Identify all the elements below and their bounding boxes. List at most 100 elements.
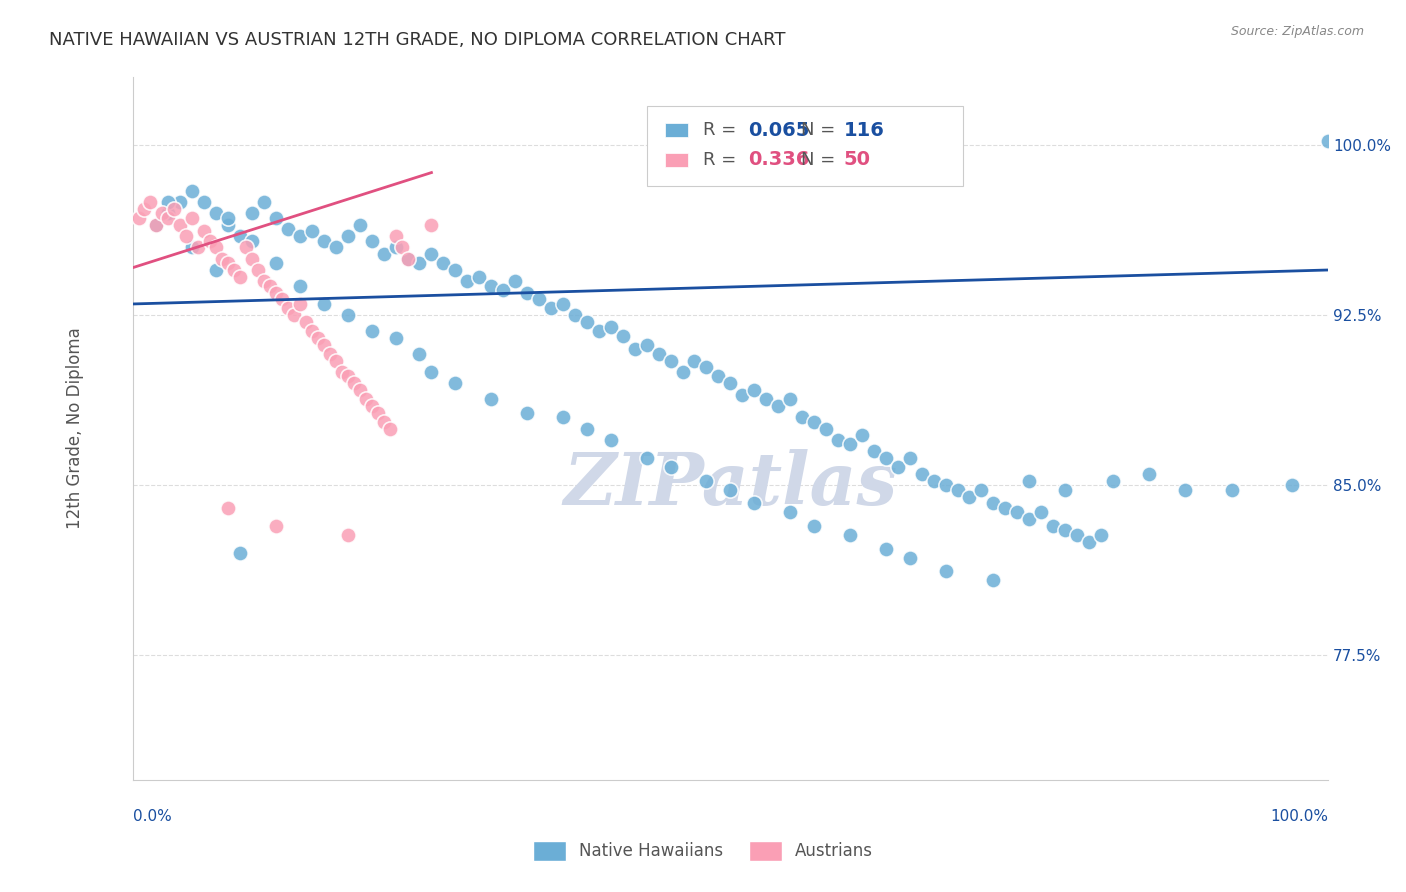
Point xyxy=(224,263,246,277)
Point xyxy=(283,308,305,322)
Point xyxy=(277,222,299,236)
Point xyxy=(755,392,778,406)
Point xyxy=(922,474,945,488)
Point xyxy=(271,293,294,307)
Point xyxy=(599,433,621,447)
Text: 0.336: 0.336 xyxy=(748,150,810,169)
Point xyxy=(319,347,342,361)
Point xyxy=(432,256,454,270)
Point xyxy=(742,383,765,397)
Point xyxy=(838,528,860,542)
Point xyxy=(378,421,401,435)
Point xyxy=(779,505,801,519)
Point xyxy=(790,410,813,425)
Point xyxy=(354,392,377,406)
Point xyxy=(217,211,239,225)
Point xyxy=(288,278,311,293)
Point xyxy=(264,519,287,533)
Point xyxy=(396,252,419,266)
Text: N =: N = xyxy=(801,121,841,139)
FancyBboxPatch shape xyxy=(665,123,689,137)
Legend: Native Hawaiians, Austrians: Native Hawaiians, Austrians xyxy=(526,834,880,868)
Point xyxy=(145,218,167,232)
Point xyxy=(157,206,180,220)
Point xyxy=(277,301,299,316)
Point xyxy=(217,218,239,232)
Point xyxy=(1137,467,1160,481)
FancyBboxPatch shape xyxy=(647,105,963,186)
Point xyxy=(468,269,491,284)
Point xyxy=(301,225,323,239)
Text: R =: R = xyxy=(703,121,742,139)
Point xyxy=(827,433,849,447)
Point xyxy=(659,460,682,475)
Point xyxy=(766,399,789,413)
Point xyxy=(1031,505,1053,519)
Text: 100.0%: 100.0% xyxy=(1270,809,1329,824)
Point xyxy=(229,546,252,560)
Point xyxy=(731,387,754,401)
Point xyxy=(444,376,467,391)
Point xyxy=(181,184,204,198)
Point xyxy=(911,467,934,481)
Point xyxy=(612,328,634,343)
Point xyxy=(373,415,395,429)
Point xyxy=(360,399,382,413)
Point xyxy=(479,278,502,293)
Point xyxy=(259,278,281,293)
Point xyxy=(898,450,921,465)
Point xyxy=(330,365,353,379)
Point xyxy=(169,194,191,209)
Point xyxy=(492,284,515,298)
FancyBboxPatch shape xyxy=(665,153,689,167)
Point xyxy=(683,353,706,368)
Point xyxy=(360,234,382,248)
Point xyxy=(946,483,969,497)
Point xyxy=(527,293,550,307)
Point xyxy=(349,383,371,397)
Point xyxy=(636,337,658,351)
Point xyxy=(157,194,180,209)
Point xyxy=(1222,483,1244,497)
Point xyxy=(253,194,276,209)
Point xyxy=(325,240,347,254)
Point xyxy=(707,369,730,384)
Point xyxy=(851,428,873,442)
Text: 0.0%: 0.0% xyxy=(132,809,172,824)
Text: 116: 116 xyxy=(844,120,884,140)
Point xyxy=(391,240,413,254)
Point xyxy=(540,301,562,316)
Point xyxy=(408,347,430,361)
Point xyxy=(181,240,204,254)
Point xyxy=(1054,483,1077,497)
Point xyxy=(200,234,222,248)
Point xyxy=(503,274,526,288)
Point xyxy=(301,324,323,338)
Point xyxy=(240,252,263,266)
Point xyxy=(264,256,287,270)
Point xyxy=(240,234,263,248)
Text: 12th Grade, No Diploma: 12th Grade, No Diploma xyxy=(66,327,84,530)
Point xyxy=(343,376,366,391)
Point xyxy=(636,450,658,465)
Text: 0.065: 0.065 xyxy=(748,120,810,140)
Point xyxy=(264,285,287,300)
Point xyxy=(384,331,406,345)
Point xyxy=(217,256,239,270)
Point xyxy=(128,211,150,225)
Point xyxy=(1102,474,1125,488)
Point xyxy=(134,202,156,216)
Point xyxy=(575,315,598,329)
Point xyxy=(695,474,717,488)
Point xyxy=(695,360,717,375)
Point xyxy=(779,392,801,406)
Point xyxy=(803,519,825,533)
Point xyxy=(564,308,586,322)
Point xyxy=(875,541,897,556)
Point xyxy=(803,415,825,429)
Point xyxy=(838,437,860,451)
Point xyxy=(193,225,215,239)
Point xyxy=(187,240,209,254)
Text: ZIPatlas: ZIPatlas xyxy=(564,450,897,520)
Point xyxy=(307,331,329,345)
